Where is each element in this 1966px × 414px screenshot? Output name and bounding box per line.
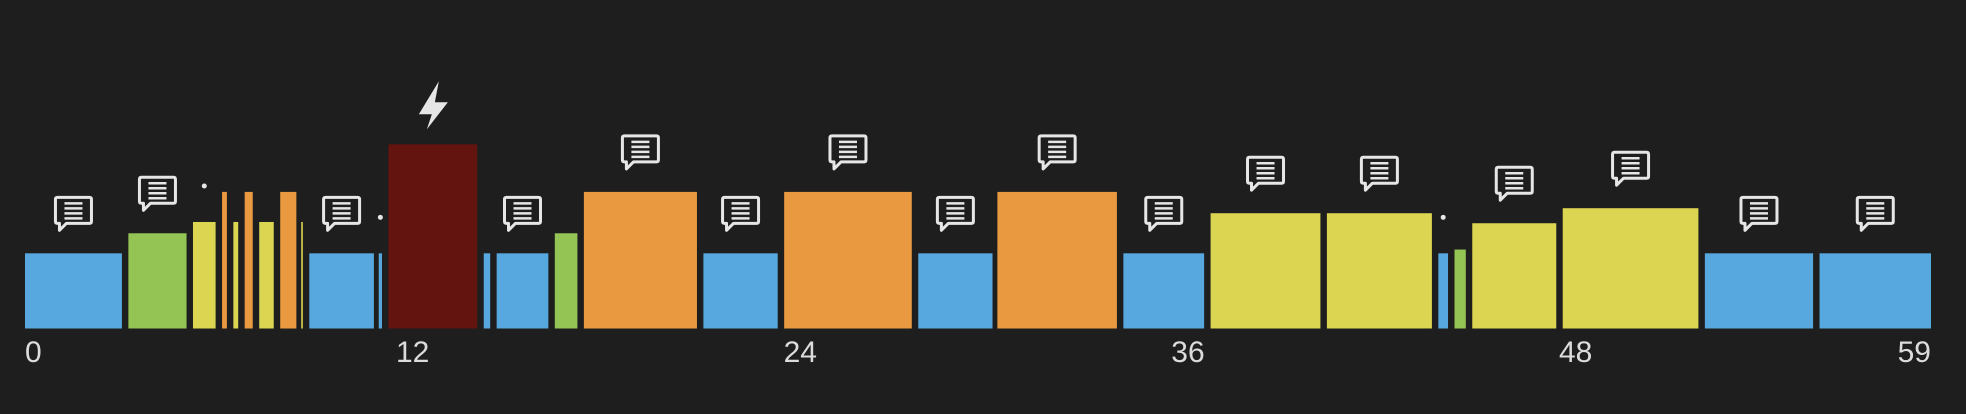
comment-bubble bbox=[1037, 134, 1077, 171]
comment-bubble bbox=[1359, 155, 1399, 192]
segment-bar bbox=[1210, 213, 1321, 329]
comment-bubble bbox=[502, 195, 542, 232]
segment-bar bbox=[1454, 249, 1466, 329]
segment-bar bbox=[1472, 223, 1557, 329]
segment-bar bbox=[128, 233, 187, 329]
comment-icon bbox=[1739, 195, 1779, 232]
x-tick-label: 0 bbox=[25, 336, 42, 369]
segment-bar bbox=[378, 253, 382, 329]
segment-bar bbox=[301, 221, 303, 329]
segment-bar bbox=[997, 191, 1117, 329]
segment-bar bbox=[244, 191, 253, 329]
comment-bubble bbox=[721, 195, 761, 232]
comment-bubble bbox=[1611, 150, 1651, 187]
comment-bubble bbox=[828, 134, 868, 171]
comment-icon bbox=[322, 195, 362, 232]
segment-bar bbox=[25, 253, 122, 329]
comment-bubble bbox=[1246, 155, 1286, 192]
comment-bubble bbox=[53, 195, 93, 232]
segment-bar bbox=[309, 253, 374, 329]
comment-icon bbox=[53, 195, 93, 232]
comment-icon bbox=[1246, 155, 1286, 192]
comment-icon bbox=[620, 134, 660, 171]
comment-bubble bbox=[1855, 195, 1895, 232]
comment-icon bbox=[502, 195, 542, 232]
comment-bubble bbox=[620, 134, 660, 171]
segment-bar bbox=[1819, 253, 1931, 329]
comment-icon bbox=[1855, 195, 1895, 232]
x-tick-label: 48 bbox=[1559, 336, 1592, 369]
comment-bubble bbox=[1144, 195, 1184, 232]
x-tick-label: 12 bbox=[396, 336, 429, 369]
segment-bar bbox=[1123, 253, 1205, 329]
comment-icon bbox=[1494, 165, 1534, 202]
comment-icon bbox=[1359, 155, 1399, 192]
segment-bar bbox=[1438, 253, 1449, 329]
segment-bar bbox=[222, 191, 227, 329]
comment-icon bbox=[1144, 195, 1184, 232]
dot-icon bbox=[201, 183, 207, 189]
segment-bar bbox=[496, 253, 549, 329]
comment-bubble bbox=[1739, 195, 1779, 232]
comment-bubble bbox=[322, 195, 362, 232]
segment-bar bbox=[233, 221, 239, 329]
segment-bar bbox=[918, 253, 993, 329]
comment-icon bbox=[828, 134, 868, 171]
segment-bar bbox=[388, 144, 478, 329]
x-tick-label: 36 bbox=[1171, 336, 1204, 369]
segment-bar bbox=[483, 253, 491, 329]
comment-bubble bbox=[935, 195, 975, 232]
x-tick-label: 24 bbox=[784, 336, 817, 369]
dot-icon bbox=[1440, 214, 1446, 220]
x-tick-label: 59 bbox=[1898, 336, 1931, 369]
bolt-icon bbox=[418, 81, 448, 130]
segment-bar bbox=[554, 233, 578, 329]
segment-bar bbox=[280, 191, 297, 329]
comment-icon bbox=[935, 195, 975, 232]
dot-icon bbox=[377, 214, 383, 220]
segment-bar bbox=[784, 191, 912, 329]
segment-bar bbox=[192, 221, 216, 329]
comment-bubble bbox=[137, 175, 177, 212]
comment-icon bbox=[721, 195, 761, 232]
segment-bar bbox=[703, 253, 778, 329]
segment-bar bbox=[1562, 208, 1699, 329]
segment-bar bbox=[259, 221, 274, 329]
segment-bar bbox=[1326, 213, 1432, 329]
comment-icon bbox=[137, 175, 177, 212]
comment-icon bbox=[1037, 134, 1077, 171]
comment-bubble bbox=[1494, 165, 1534, 202]
segment-bar bbox=[1704, 253, 1814, 329]
comment-icon bbox=[1611, 150, 1651, 187]
segment-bar bbox=[583, 191, 697, 329]
